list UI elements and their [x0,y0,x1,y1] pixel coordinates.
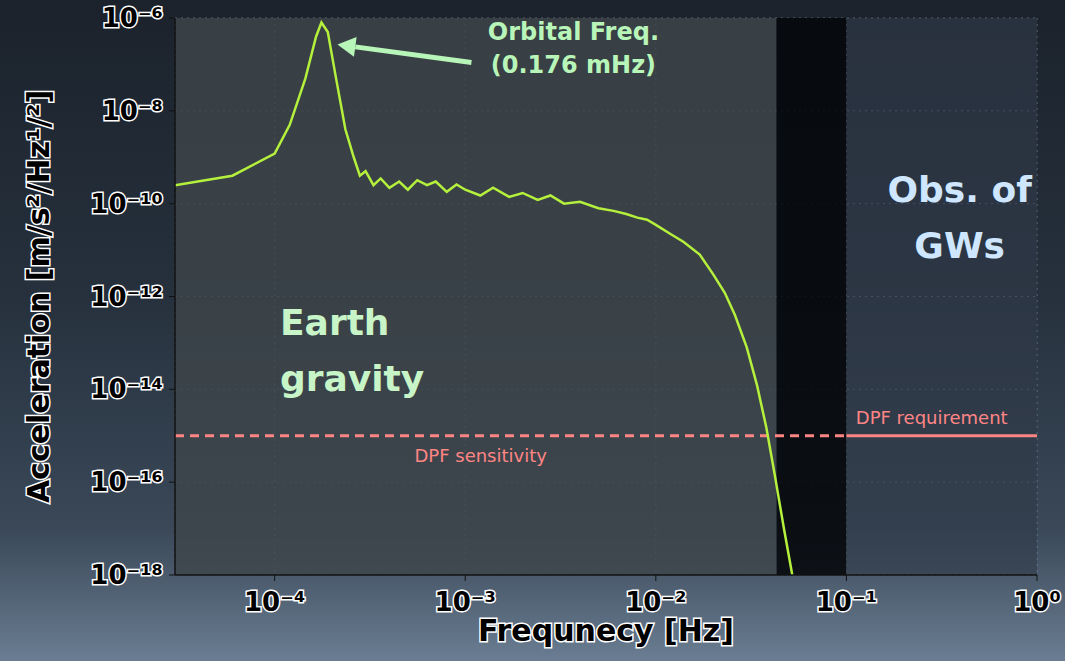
svg-text:(0.176 mHz): (0.176 mHz) [491,51,656,79]
svg-text:10⁻¹: 10⁻¹ [816,587,877,617]
svg-text:Obs. of: Obs. of [888,169,1033,210]
svg-text:10⁻¹⁴: 10⁻¹⁴ [90,374,163,404]
svg-text:10⁻¹⁸: 10⁻¹⁸ [90,560,163,590]
svg-text:10⁻⁸: 10⁻⁸ [102,96,163,126]
svg-text:10⁰: 10⁰ [1013,587,1061,617]
svg-text:gravity: gravity [280,358,424,399]
svg-text:GWs: GWs [914,225,1005,266]
svg-text:Acceleration [m/s²/Hz¹/²]: Acceleration [m/s²/Hz¹/²] [21,90,56,503]
svg-text:10⁻¹⁶: 10⁻¹⁶ [90,467,163,497]
svg-text:Frequnecy [Hz]: Frequnecy [Hz] [478,613,734,648]
svg-text:Earth: Earth [280,302,389,343]
svg-text:10⁻⁶: 10⁻⁶ [102,3,163,33]
svg-text:Orbital Freq.: Orbital Freq. [488,18,659,46]
svg-text:DPF requirement: DPF requirement [856,407,1008,428]
svg-text:10⁻¹²: 10⁻¹² [90,282,163,312]
svg-text:10⁻³: 10⁻³ [435,587,496,617]
svg-text:DPF sensitivity: DPF sensitivity [414,445,547,466]
svg-text:10⁻⁴: 10⁻⁴ [244,587,305,617]
svg-text:10⁻²: 10⁻² [625,587,686,617]
svg-text:10⁻¹⁰: 10⁻¹⁰ [90,189,163,219]
